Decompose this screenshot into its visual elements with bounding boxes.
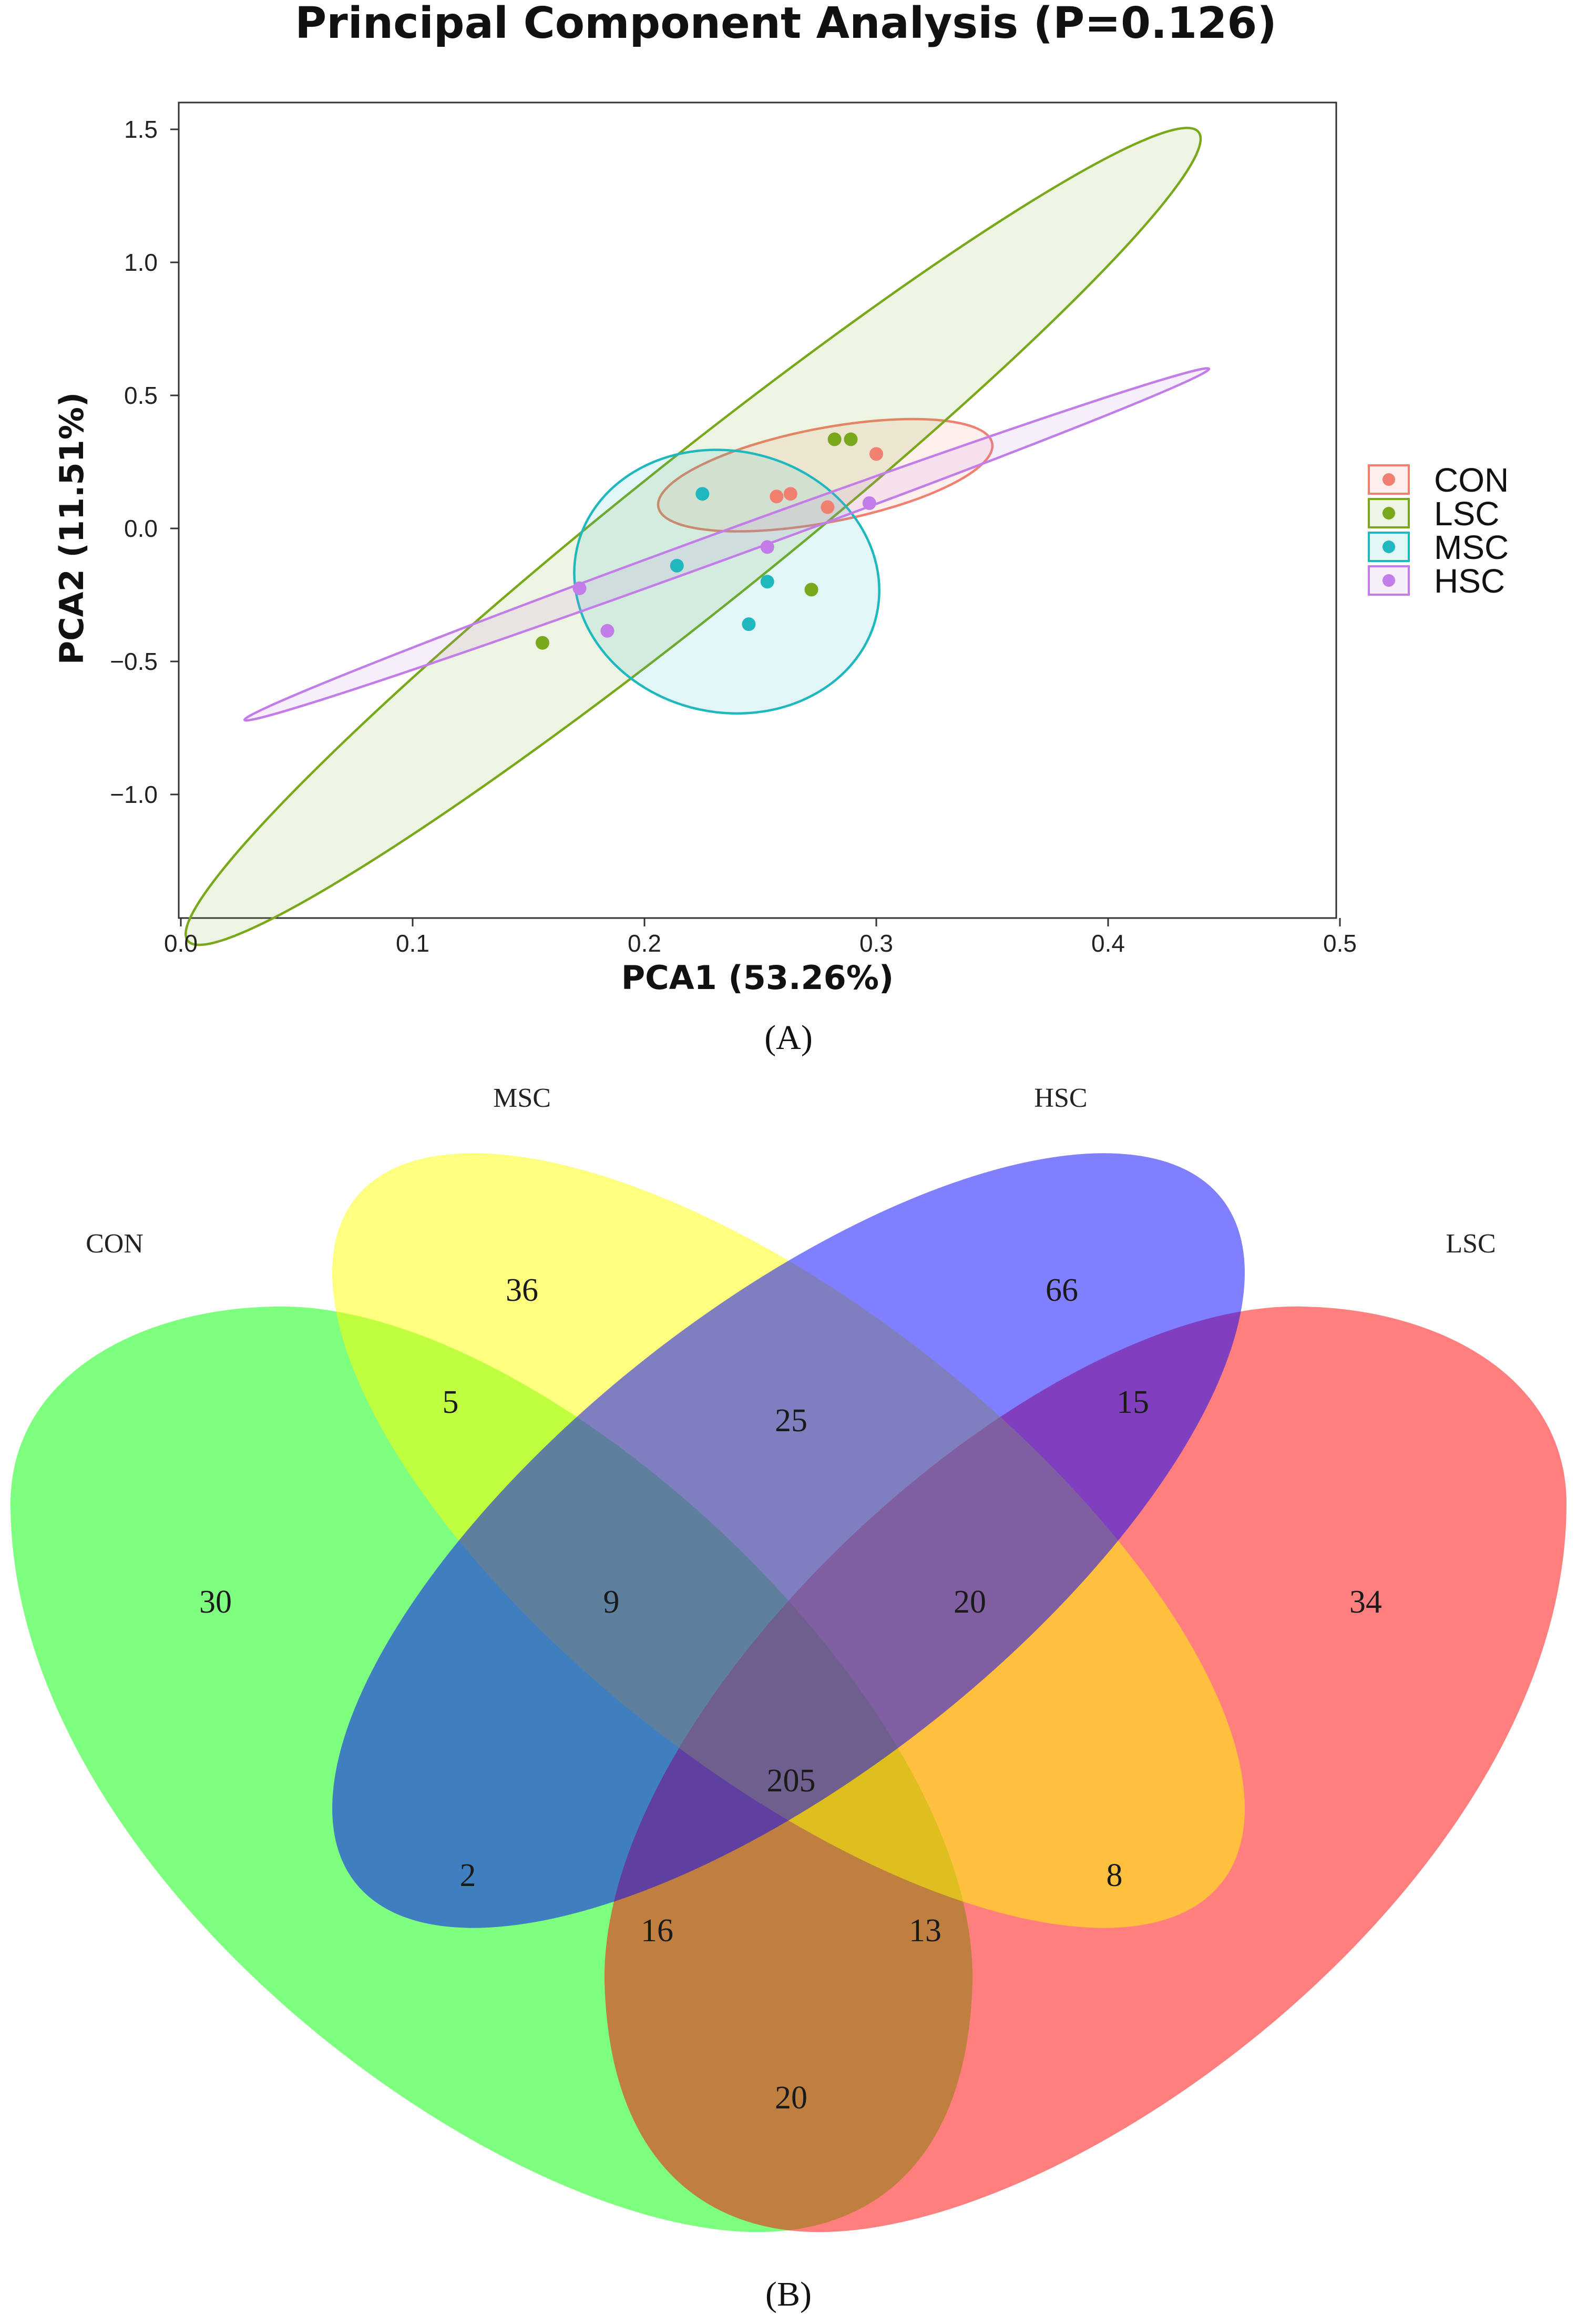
panel-b-label: (B)	[765, 2275, 812, 2313]
pca-point-con	[821, 500, 835, 514]
x-tick-label: 0.3	[859, 930, 893, 957]
venn-set-label-layer: CON MSC HSC LSC	[86, 1083, 1496, 1259]
y-tick-label: −0.5	[110, 648, 158, 675]
x-tick-label: 0.5	[1323, 930, 1357, 957]
pca-point-hsc	[600, 624, 615, 638]
pca-ellipse-msc	[573, 449, 880, 715]
venn-count-con-msc-hsc-lsc: 205	[767, 1763, 816, 1799]
pca-point-msc	[670, 558, 684, 573]
panel-a-label: (A)	[764, 1018, 813, 1057]
legend-dot-msc	[1383, 541, 1395, 553]
venn-count-msc-hsc: 25	[775, 1403, 807, 1439]
venn-count-layer: 30 36 66 34 5 25 15 9 20 205 2 8 16 13 20	[199, 1272, 1382, 2116]
legend-dot-lsc	[1383, 507, 1395, 519]
venn-count-msc: 36	[506, 1272, 538, 1308]
pca-point-layer	[535, 432, 883, 650]
pca-point-hsc	[862, 496, 876, 510]
venn-diagram: CON MSC HSC LSC 30 36 66 34 5 25 15 9 20 205 2 8 16 13 20	[11, 1083, 1566, 2233]
venn-count-con-lsc: 20	[775, 2080, 807, 2116]
venn-label-hsc: HSC	[1034, 1083, 1087, 1113]
pca-point-hsc	[760, 540, 774, 554]
y-tick-label: 1.0	[124, 249, 158, 276]
pca-chart: Principal Component Analysis (P=0.126) 0…	[53, 0, 1509, 997]
venn-count-con-msc-lsc: 13	[909, 1913, 941, 1949]
venn-count-con-hsc-lsc: 16	[641, 1913, 673, 1949]
x-tick-label: 0.1	[396, 930, 429, 957]
pca-point-con	[869, 447, 883, 461]
pca-ellipse-layer	[185, 127, 1211, 946]
pca-point-msc	[742, 617, 756, 631]
venn-count-hsc-lsc: 15	[1117, 1384, 1149, 1420]
pca-point-lsc	[804, 583, 818, 597]
venn-count-hsc: 66	[1046, 1272, 1078, 1308]
pca-point-msc	[760, 575, 774, 589]
pca-point-msc	[695, 487, 710, 501]
legend-key-hsc	[1368, 565, 1410, 596]
pca-title: Principal Component Analysis (P=0.126)	[295, 0, 1277, 48]
y-tick-label: 0.0	[124, 515, 158, 542]
pca-point-con	[770, 490, 784, 504]
pca-ellipse-con	[657, 417, 994, 533]
pca-ellipse-hsc	[243, 367, 1211, 722]
venn-label-lsc: LSC	[1446, 1229, 1496, 1259]
pca-point-lsc	[535, 636, 549, 650]
pca-x-axis: 0.0 0.1 0.2 0.3 0.4 0.5	[164, 918, 1357, 957]
venn-count-lsc: 34	[1349, 1584, 1382, 1620]
venn-count-msc-lsc: 8	[1107, 1858, 1123, 1893]
legend-label-msc: MSC	[1434, 528, 1509, 566]
x-tick-label: 0.0	[164, 930, 198, 957]
legend-label-lsc: LSC	[1434, 495, 1500, 533]
y-tick-label: 1.5	[124, 116, 158, 143]
venn-count-con-hsc: 2	[460, 1858, 476, 1893]
venn-label-con: CON	[86, 1229, 144, 1259]
venn-set-hsc	[332, 1153, 1245, 1928]
legend-dot-con	[1383, 473, 1395, 486]
pca-x-axis-label: PCA1 (53.26%)	[621, 959, 894, 997]
legend-dot-hsc	[1383, 574, 1395, 587]
venn-count-con: 30	[199, 1584, 232, 1620]
x-tick-label: 0.2	[628, 930, 661, 957]
pca-y-axis: 1.5 1.0 0.5 0.0 −0.5 −1.0	[110, 116, 179, 808]
pca-point-con	[783, 487, 797, 501]
pca-point-hsc	[572, 581, 587, 595]
legend-label-con: CON	[1434, 461, 1509, 499]
pca-y-axis-label: PCA2 (11.51%)	[53, 392, 91, 665]
venn-shape-layer	[11, 1153, 1566, 2233]
venn-count-con-msc-hsc: 9	[603, 1584, 620, 1620]
y-tick-label: 0.5	[124, 382, 158, 409]
x-tick-label: 0.4	[1091, 930, 1125, 957]
pca-point-lsc	[827, 432, 842, 446]
pca-ellipse-lsc	[185, 127, 1202, 946]
venn-count-msc-hsc-lsc: 20	[954, 1584, 986, 1620]
pca-plot-frame	[178, 101, 1337, 919]
y-tick-label: −1.0	[110, 781, 158, 808]
pca-point-lsc	[844, 432, 858, 446]
venn-count-con-msc: 5	[443, 1384, 459, 1420]
legend-label-hsc: HSC	[1434, 562, 1505, 600]
venn-label-msc: MSC	[493, 1083, 551, 1113]
